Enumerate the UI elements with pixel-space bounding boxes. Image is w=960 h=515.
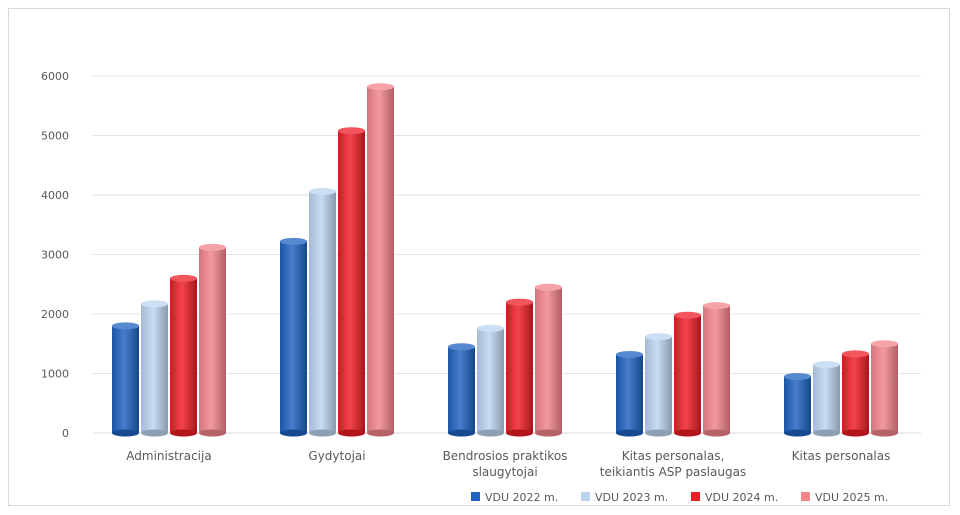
y-tick-label: 6000: [41, 70, 69, 83]
x-category-label: teikiantis ASP paslaugas: [600, 465, 746, 479]
bar: [338, 127, 365, 437]
legend-item: VDU 2023 m.: [581, 491, 668, 504]
legend-label: VDU 2025 m.: [815, 491, 888, 504]
bar: [448, 343, 475, 437]
bar: [674, 311, 701, 437]
legend-label: VDU 2023 m.: [595, 491, 668, 504]
bar: [842, 350, 869, 437]
legend-item: VDU 2024 m.: [691, 491, 778, 504]
y-tick-label: 5000: [41, 130, 69, 143]
bar: [645, 333, 672, 437]
y-tick-label: 4000: [41, 189, 69, 202]
bar: [280, 237, 307, 437]
legend-swatch: [581, 492, 590, 501]
legend-item: VDU 2025 m.: [801, 491, 888, 504]
legend: VDU 2022 m. VDU 2023 m. VDU 2024 m. VDU 202…: [471, 491, 888, 504]
x-axis: Administracija Gydytojai Bendrosios prakti…: [126, 449, 890, 479]
x-category-label: slaugytojai: [472, 465, 537, 479]
bar: [141, 300, 168, 437]
bar: [813, 361, 840, 437]
legend-label: VDU 2024 m.: [705, 491, 778, 504]
bar: [871, 340, 898, 437]
legend-swatch: [801, 492, 810, 501]
y-axis: 0 1000 2000 3000 4000 5000 6000: [41, 70, 69, 440]
bar: [199, 243, 226, 437]
legend-item: VDU 2022 m.: [471, 491, 558, 504]
bar: [703, 302, 730, 437]
chart-frame: 0 1000 2000 3000 4000 5000 6000 Administracija…: [8, 8, 950, 506]
gridlines: [93, 75, 921, 434]
bar: [367, 83, 394, 437]
bar: [616, 350, 643, 437]
bar: [112, 322, 139, 437]
bar: [309, 187, 336, 437]
legend-swatch: [691, 492, 700, 501]
x-category-label: Kitas personalas,: [622, 449, 725, 463]
legend-label: VDU 2022 m.: [485, 491, 558, 504]
bar: [506, 298, 533, 437]
bar-chart: 0 1000 2000 3000 4000 5000 6000 Administracija…: [41, 70, 921, 504]
bar: [784, 372, 811, 437]
bars: [112, 83, 898, 437]
x-category-label: Bendrosios praktikos: [443, 449, 568, 463]
legend-swatch: [471, 492, 480, 501]
bar: [477, 324, 504, 437]
x-category-label: Administracija: [126, 449, 211, 463]
x-category-label: Gydytojai: [308, 449, 365, 463]
y-tick-label: 2000: [41, 308, 69, 321]
y-tick-label: 3000: [41, 249, 69, 262]
bar: [170, 274, 197, 437]
y-tick-label: 1000: [41, 368, 69, 381]
bar: [535, 283, 562, 437]
y-tick-label: 0: [62, 427, 69, 440]
x-category-label: Kitas personalas: [792, 449, 891, 463]
